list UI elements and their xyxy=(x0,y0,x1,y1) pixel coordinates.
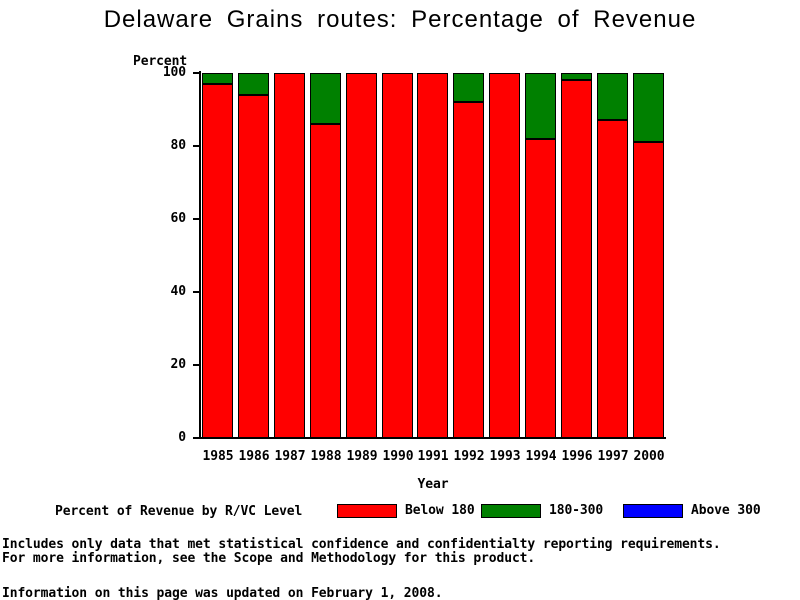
y-tick-label: 40 xyxy=(170,284,187,299)
footnote-line-1: Includes only data that met statistical … xyxy=(2,537,721,552)
y-tick-mark xyxy=(193,72,200,74)
bar-segment-below-180 xyxy=(525,139,556,438)
bar-segment-180-300 xyxy=(238,73,269,95)
y-axis-line xyxy=(199,71,201,438)
bar-1990 xyxy=(382,73,413,438)
bar-segment-below-180 xyxy=(274,73,305,438)
y-tick-label: 60 xyxy=(170,211,187,226)
bar-segment-180-300 xyxy=(453,73,484,102)
x-tick-label: 2000 xyxy=(633,449,665,464)
bar-segment-below-180 xyxy=(561,80,592,438)
x-tick-label: 1990 xyxy=(382,449,414,464)
y-tick-label: 0 xyxy=(178,430,186,445)
bar-1992 xyxy=(453,73,484,438)
x-tick-label: 1985 xyxy=(202,449,234,464)
bar-segment-below-180 xyxy=(597,120,628,438)
x-tick-label: 1993 xyxy=(489,449,521,464)
y-tick-label: 80 xyxy=(170,138,187,153)
bar-1996 xyxy=(561,73,592,438)
legend-title: Percent of Revenue by R/VC Level xyxy=(55,504,303,519)
x-axis-line xyxy=(199,437,666,439)
x-tick-label: 1987 xyxy=(274,449,306,464)
x-tick-label: 1994 xyxy=(525,449,557,464)
legend-swatch-icon xyxy=(481,503,541,518)
bar-segment-below-180 xyxy=(633,142,664,438)
bar-segment-below-180 xyxy=(417,73,448,438)
legend-item: Below 180 xyxy=(337,503,475,518)
legend-swatch-icon xyxy=(337,503,397,518)
bar-1985 xyxy=(202,73,233,438)
bar-1989 xyxy=(346,73,377,438)
y-tick-mark xyxy=(193,145,200,147)
footnote-line-2: For more information, see the Scope and … xyxy=(2,551,536,566)
bar-segment-below-180 xyxy=(346,73,377,438)
x-tick-label: 1997 xyxy=(597,449,629,464)
bar-segment-below-180 xyxy=(489,73,520,438)
bar-1994 xyxy=(525,73,556,438)
legend-label: 180-300 xyxy=(549,503,604,518)
y-tick-label: 100 xyxy=(162,65,186,80)
footnote-updated: Information on this page was updated on … xyxy=(2,586,443,600)
y-tick-label: 20 xyxy=(170,357,187,372)
bar-segment-below-180 xyxy=(310,124,341,438)
bar-1986 xyxy=(238,73,269,438)
legend-item: Above 300 xyxy=(623,503,761,518)
bar-segment-below-180 xyxy=(202,84,233,438)
y-tick-mark xyxy=(193,437,200,439)
x-tick-label: 1996 xyxy=(561,449,593,464)
bar-segment-below-180 xyxy=(453,102,484,438)
bar-segment-180-300 xyxy=(525,73,556,139)
x-tick-label: 1988 xyxy=(310,449,342,464)
bar-segment-below-180 xyxy=(382,73,413,438)
bar-segment-180-300 xyxy=(310,73,341,124)
bar-1988 xyxy=(310,73,341,438)
y-axis-title: Percent xyxy=(133,54,188,69)
bar-1997 xyxy=(597,73,628,438)
legend-swatch-icon xyxy=(623,503,683,518)
chart-title: Delaware Grains routes: Percentage of Re… xyxy=(103,6,697,33)
bar-1993 xyxy=(489,73,520,438)
x-axis-title: Year xyxy=(417,477,449,492)
bar-2000 xyxy=(633,73,664,438)
bar-segment-180-300 xyxy=(597,73,628,120)
bar-1991 xyxy=(417,73,448,438)
x-tick-label: 1989 xyxy=(346,449,378,464)
bar-segment-180-300 xyxy=(202,73,233,84)
bar-1987 xyxy=(274,73,305,438)
bar-segment-below-180 xyxy=(238,95,269,438)
legend-label: Below 180 xyxy=(405,503,475,518)
y-tick-mark xyxy=(193,291,200,293)
bar-segment-180-300 xyxy=(633,73,664,142)
y-tick-mark xyxy=(193,364,200,366)
y-tick-mark xyxy=(193,218,200,220)
bar-segment-180-300 xyxy=(561,73,592,80)
x-tick-label: 1992 xyxy=(453,449,485,464)
x-tick-label: 1991 xyxy=(417,449,449,464)
x-tick-label: 1986 xyxy=(238,449,270,464)
legend-label: Above 300 xyxy=(691,503,761,518)
legend: Percent of Revenue by R/VC Level Below 1… xyxy=(0,503,800,521)
legend-item: 180-300 xyxy=(481,503,603,518)
